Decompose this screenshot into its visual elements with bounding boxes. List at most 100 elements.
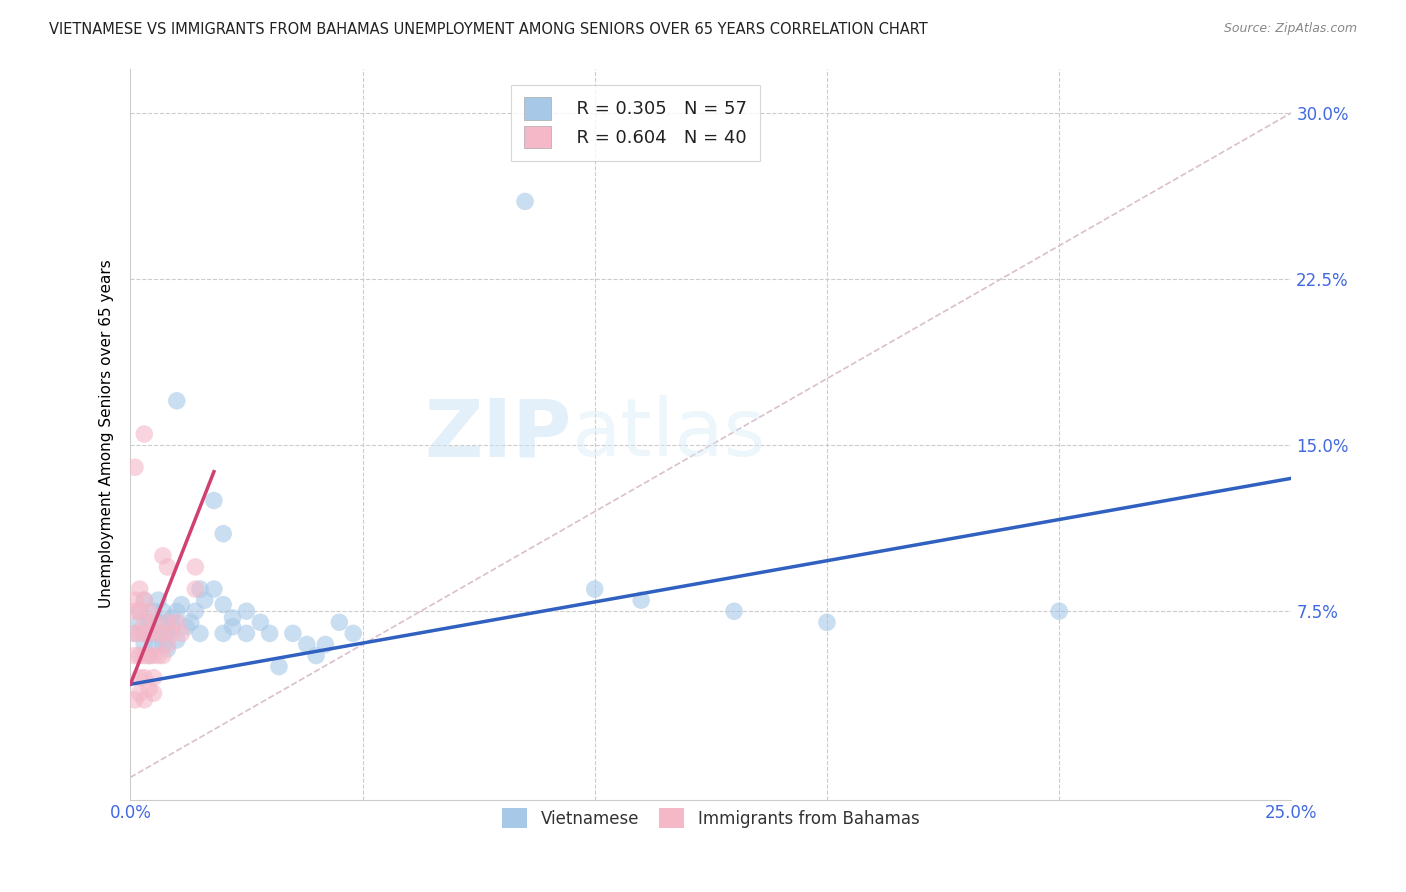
Point xyxy=(221,611,243,625)
Point xyxy=(128,648,150,663)
Point xyxy=(128,582,150,596)
Point xyxy=(142,615,165,630)
Point xyxy=(138,626,160,640)
Point xyxy=(134,626,156,640)
Point xyxy=(166,393,188,408)
Text: atlas: atlas xyxy=(571,395,766,473)
Point xyxy=(134,615,156,630)
Point xyxy=(134,427,156,442)
Point xyxy=(128,671,150,685)
Point xyxy=(194,593,217,607)
Point xyxy=(148,648,170,663)
Point xyxy=(160,611,183,625)
Point xyxy=(142,671,165,685)
Point xyxy=(148,615,170,630)
Point xyxy=(148,593,170,607)
Point xyxy=(124,626,146,640)
Text: VIETNAMESE VS IMMIGRANTS FROM BAHAMAS UNEMPLOYMENT AMONG SENIORS OVER 65 YEARS C: VIETNAMESE VS IMMIGRANTS FROM BAHAMAS UN… xyxy=(49,22,928,37)
Point xyxy=(160,626,183,640)
Point xyxy=(152,637,174,651)
Point xyxy=(630,593,652,607)
Point xyxy=(124,626,146,640)
Point xyxy=(138,648,160,663)
Point xyxy=(124,693,146,707)
Point xyxy=(142,648,165,663)
Point xyxy=(142,604,165,618)
Point xyxy=(314,637,336,651)
Point xyxy=(305,648,328,663)
Point xyxy=(212,598,235,612)
Text: Source: ZipAtlas.com: Source: ZipAtlas.com xyxy=(1223,22,1357,36)
Point xyxy=(513,194,536,209)
Point xyxy=(134,693,156,707)
Point xyxy=(267,659,290,673)
Point xyxy=(124,648,146,663)
Point xyxy=(138,604,160,618)
Point xyxy=(134,671,156,685)
Point xyxy=(124,604,146,618)
Point xyxy=(152,648,174,663)
Point xyxy=(138,648,160,663)
Point xyxy=(148,626,170,640)
Point xyxy=(235,626,257,640)
Point xyxy=(128,626,150,640)
Point xyxy=(152,626,174,640)
Point xyxy=(152,626,174,640)
Point xyxy=(124,460,146,475)
Point xyxy=(134,593,156,607)
Text: ZIP: ZIP xyxy=(425,395,571,473)
Point xyxy=(188,582,211,596)
Point xyxy=(1047,604,1070,618)
Point xyxy=(156,641,179,656)
Legend: Vietnamese, Immigrants from Bahamas: Vietnamese, Immigrants from Bahamas xyxy=(496,801,927,835)
Point xyxy=(134,637,156,651)
Point xyxy=(128,615,150,630)
Point xyxy=(138,615,160,630)
Point xyxy=(723,604,745,618)
Point xyxy=(281,626,304,640)
Point xyxy=(138,681,160,696)
Point xyxy=(160,620,183,634)
Point xyxy=(128,604,150,618)
Point xyxy=(583,582,606,596)
Point xyxy=(815,615,838,630)
Y-axis label: Unemployment Among Seniors over 65 years: Unemployment Among Seniors over 65 years xyxy=(100,260,114,608)
Point xyxy=(184,604,207,618)
Point xyxy=(342,626,364,640)
Point xyxy=(156,626,179,640)
Point xyxy=(138,626,160,640)
Point xyxy=(174,620,197,634)
Point xyxy=(170,598,193,612)
Point xyxy=(148,626,170,640)
Point xyxy=(166,604,188,618)
Point xyxy=(156,560,179,574)
Point xyxy=(152,549,174,563)
Point xyxy=(295,637,318,651)
Point xyxy=(212,526,235,541)
Point xyxy=(134,593,156,607)
Point xyxy=(142,686,165,700)
Point xyxy=(180,615,202,630)
Point xyxy=(142,637,165,651)
Point xyxy=(328,615,350,630)
Point xyxy=(134,626,156,640)
Point xyxy=(202,582,225,596)
Point xyxy=(124,593,146,607)
Point xyxy=(156,637,179,651)
Point xyxy=(184,560,207,574)
Point xyxy=(212,626,235,640)
Point xyxy=(166,615,188,630)
Point xyxy=(221,620,243,634)
Point xyxy=(166,633,188,648)
Point xyxy=(134,648,156,663)
Point xyxy=(184,582,207,596)
Point xyxy=(156,615,179,630)
Point xyxy=(202,493,225,508)
Point xyxy=(259,626,281,640)
Point xyxy=(156,615,179,630)
Point xyxy=(128,686,150,700)
Point xyxy=(128,604,150,618)
Point xyxy=(235,604,257,618)
Point xyxy=(188,626,211,640)
Point xyxy=(152,604,174,618)
